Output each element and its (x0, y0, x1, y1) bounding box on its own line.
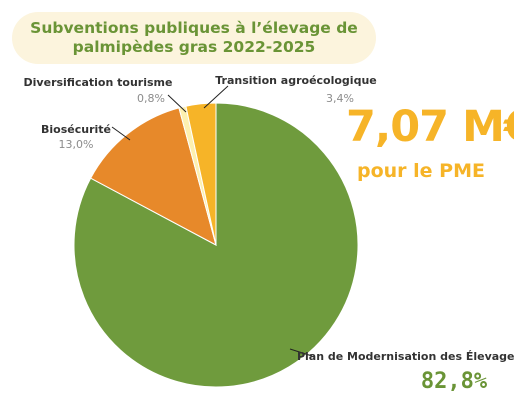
label-transition-pct: 3,4% (326, 92, 354, 105)
total-subtitle: pour le PME (357, 160, 485, 182)
label-pme-name: Plan de Modernisation des Élevages (297, 350, 514, 363)
leader-line-diversification (167, 94, 187, 113)
label-diversification-pct: 0,8% (137, 92, 165, 105)
chart-title-line-2: palmipèdes gras 2022-2025 (72, 38, 316, 56)
label-transition-name: Transition agroécologique (215, 74, 377, 87)
label-pme-pct: 82,8% (421, 369, 488, 394)
chart-title-line-1: Subventions publiques à l’élevage de (30, 19, 358, 37)
pie-slice-1 (90, 107, 217, 246)
chart-title-banner: Subventions publiques à l’élevage de pal… (12, 12, 376, 64)
label-biosecurite-pct: 13,0% (59, 138, 94, 151)
label-biosecurite-name: Biosécurité (41, 123, 111, 136)
leader-line-pme (289, 348, 313, 357)
leader-line-transition (203, 85, 229, 109)
total-amount: 7,07 M€ (346, 102, 514, 152)
pie-slice-0 (73, 102, 359, 388)
leader-line-biosecurite (111, 126, 131, 141)
pie-slice-3 (185, 102, 217, 246)
pie-slices (73, 102, 359, 388)
label-diversification-name: Diversification tourisme (24, 76, 173, 89)
